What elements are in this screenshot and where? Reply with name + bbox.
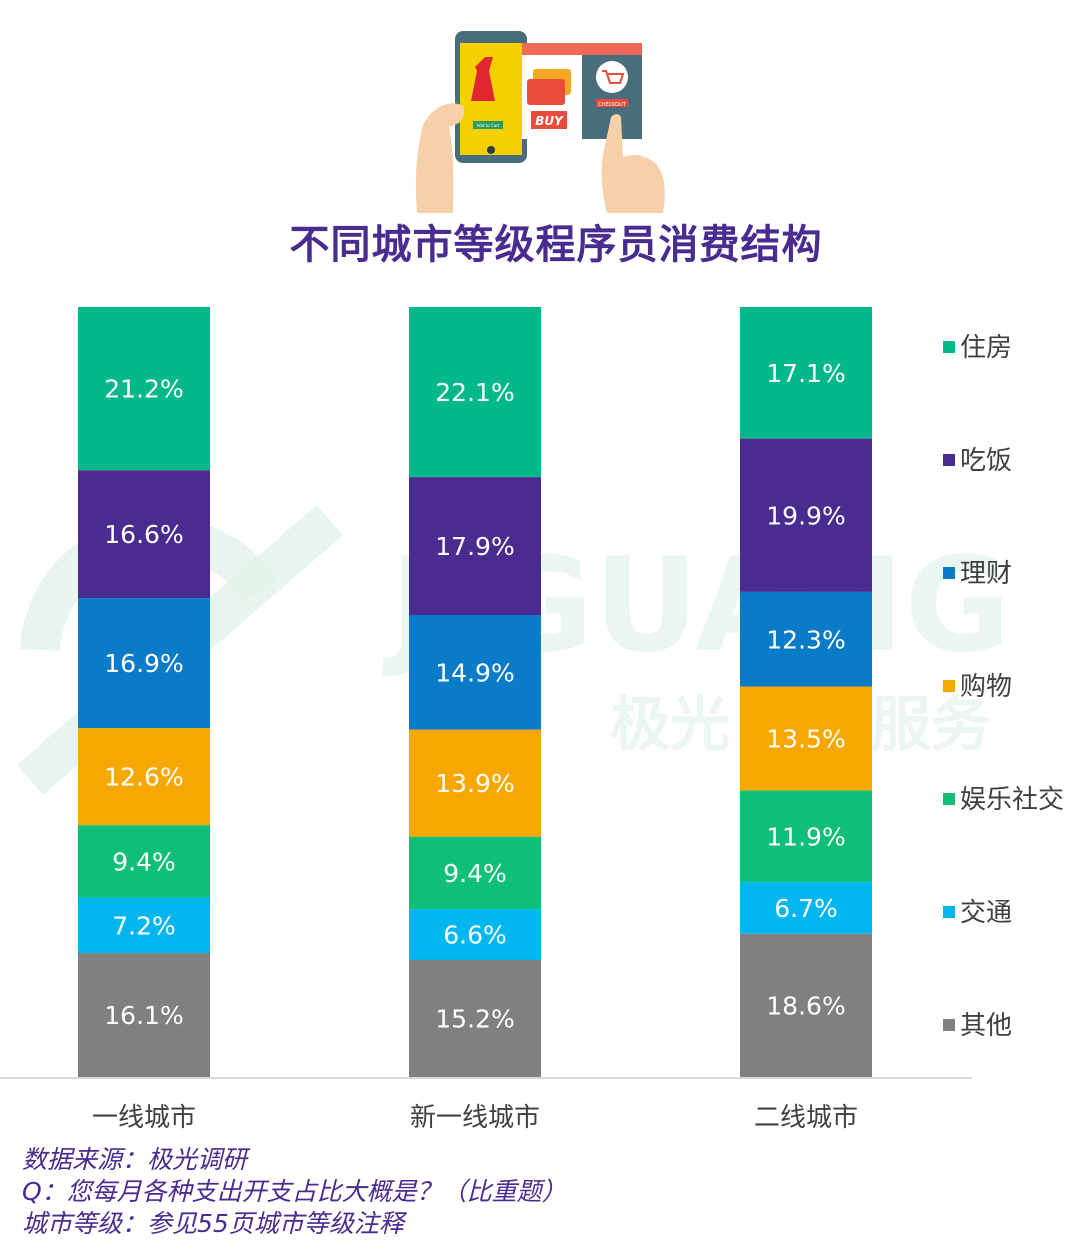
bar-segment (740, 307, 872, 439)
add-to-cart-label: Add to Cart (477, 123, 500, 128)
data-label: 9.4% (112, 847, 176, 876)
data-label: 6.6% (443, 921, 507, 950)
legend-swatch (943, 567, 955, 579)
data-label: 16.6% (104, 520, 183, 549)
legend-label: 娱乐社交 (960, 785, 1064, 815)
legend-swatch (943, 906, 955, 918)
bar-segment (740, 882, 872, 934)
data-label: 12.3% (766, 625, 845, 654)
legend-label: 交通 (960, 898, 1012, 928)
bar-segment (409, 909, 541, 960)
legend-swatch (943, 454, 955, 466)
chart-title: 不同城市等级程序员消费结构 (289, 222, 823, 268)
legend-label: 理财 (960, 559, 1012, 589)
data-label: 17.9% (435, 532, 514, 561)
legend-label: 购物 (960, 672, 1012, 702)
legend-label: 吃饭 (960, 446, 1012, 476)
data-label: 18.6% (766, 991, 845, 1020)
data-label: 14.9% (435, 658, 514, 687)
data-label: 9.4% (443, 859, 507, 888)
data-label: 16.1% (104, 1001, 183, 1030)
bar-segment (78, 953, 210, 1077)
data-label: 19.9% (766, 501, 845, 530)
bar-segment (740, 438, 872, 592)
bar-segment (409, 615, 541, 730)
bar-segment (78, 598, 210, 729)
bar-segment (740, 933, 872, 1077)
source-line-2: Q：您每月各种支出开支占比大概是？（比重题） (22, 1177, 567, 1206)
checkout-label: CHECKOUT (598, 102, 627, 108)
data-label: 21.2% (104, 375, 183, 404)
data-label: 11.9% (766, 822, 845, 851)
data-label: 16.9% (104, 649, 183, 678)
legend-label: 其他 (960, 1011, 1012, 1041)
source-line-1: 数据来源：极光调研 (22, 1145, 248, 1174)
shopping-phone-illustration: BUY CHECKOUT Add to Cart (415, 31, 665, 213)
data-label: 13.9% (435, 769, 514, 798)
category-label: 二线城市 (754, 1103, 858, 1133)
right-hand-icon (601, 114, 665, 213)
legend-swatch (943, 1019, 955, 1031)
legend-label: 住房 (960, 333, 1012, 363)
bar-segment (409, 477, 541, 615)
data-label: 22.1% (435, 378, 514, 407)
data-label: 13.5% (766, 725, 845, 754)
bar-segment (78, 728, 210, 826)
legend-swatch (943, 680, 955, 692)
bar-segment (409, 959, 541, 1077)
bar-segment (409, 307, 541, 478)
data-label: 12.6% (104, 763, 183, 792)
buy-sign-icon (531, 111, 567, 129)
source-line-3: 城市等级：参见55页城市等级注释 (22, 1209, 404, 1238)
bar-segment (78, 897, 210, 954)
data-label: 6.7% (774, 894, 838, 923)
dress-icon (471, 57, 495, 101)
bar-segment (740, 591, 872, 687)
bar-segment (740, 790, 872, 883)
data-label: 15.2% (435, 1004, 514, 1033)
bar-segment (740, 686, 872, 791)
category-label: 一线城市 (92, 1103, 196, 1133)
bar-segment (78, 825, 210, 898)
legend-swatch (943, 341, 955, 353)
bar-segment (78, 307, 210, 471)
bar-segment (78, 470, 210, 599)
cart-icon (596, 61, 628, 93)
left-hand-icon (415, 103, 465, 213)
category-label: 新一线城市 (410, 1103, 540, 1133)
data-label: 7.2% (112, 911, 176, 940)
data-label: 17.1% (766, 359, 845, 388)
bar-segment (409, 729, 541, 837)
legend-swatch (943, 793, 955, 805)
buy-label: BUY (535, 114, 564, 128)
bar-segment (409, 836, 541, 910)
